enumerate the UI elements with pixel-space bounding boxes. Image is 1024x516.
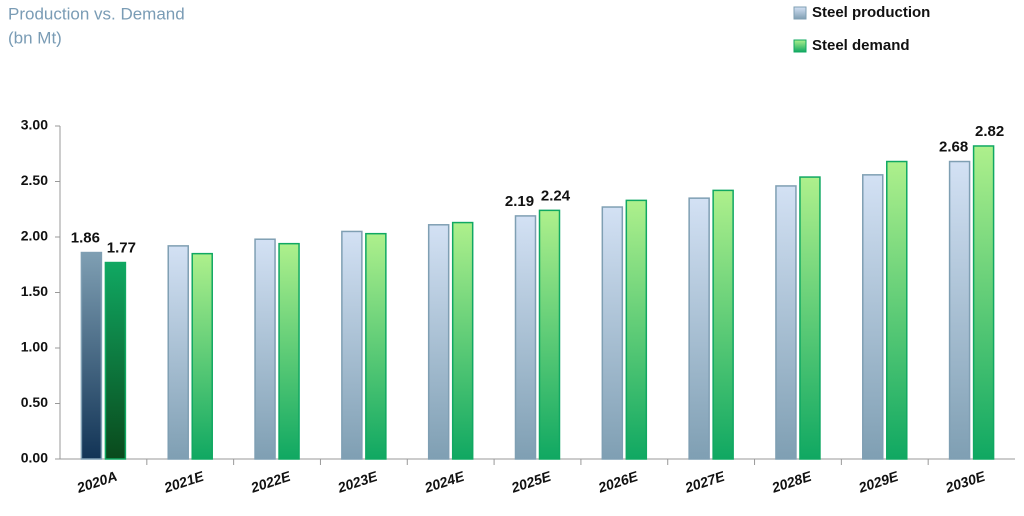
- x-tick-label: 2024E: [422, 468, 467, 496]
- bar: [80, 251, 103, 460]
- bar: [167, 245, 189, 460]
- bar: [254, 238, 276, 460]
- bar: [538, 209, 561, 460]
- bar: [799, 176, 821, 460]
- bar: [948, 160, 971, 460]
- x-tick-label: 2020A: [74, 468, 119, 496]
- legend-swatch: [793, 39, 807, 53]
- x-tick-label: 2029E: [856, 468, 901, 496]
- bar: [972, 145, 995, 460]
- bar: [775, 185, 797, 460]
- legend-label: Steel production: [812, 4, 930, 21]
- y-tick-label: 0.50: [21, 394, 48, 410]
- legend-label: Steel demand: [812, 37, 910, 54]
- chart-title: Production vs. Demand: [8, 4, 185, 23]
- value-label: 2.19: [505, 193, 534, 210]
- x-tick-label: 2028E: [769, 468, 814, 496]
- bar: [365, 232, 387, 460]
- bar: [104, 261, 127, 460]
- y-tick-label: 1.50: [21, 283, 48, 299]
- y-tick-label: 2.00: [21, 228, 48, 244]
- bar: [451, 221, 474, 460]
- y-tick-label: 0.00: [21, 450, 48, 466]
- x-tick-label: 2023E: [335, 468, 380, 496]
- y-tick-label: 2.50: [21, 172, 48, 188]
- bar: [601, 206, 624, 460]
- x-tick-label: 2021E: [161, 468, 206, 496]
- value-label: 1.77: [107, 239, 136, 256]
- chart-subtitle: (bn Mt): [8, 28, 62, 47]
- x-tick-label: 2025E: [508, 468, 553, 496]
- bar: [427, 224, 450, 460]
- legend-swatch: [793, 6, 807, 20]
- bar: [886, 160, 908, 460]
- y-tick-label: 1.00: [21, 339, 48, 355]
- value-label: 2.68: [939, 138, 968, 155]
- bar: [341, 230, 363, 460]
- value-label: 2.82: [975, 123, 1004, 140]
- y-tick-label: 3.00: [21, 117, 48, 133]
- bar: [191, 252, 213, 460]
- bar: [625, 199, 648, 460]
- bar: [278, 242, 300, 460]
- bar: [862, 174, 884, 460]
- bar: [688, 197, 710, 460]
- bar: [514, 215, 537, 460]
- bar: [712, 189, 734, 460]
- x-tick-label: 2026E: [595, 468, 640, 496]
- value-label: 2.24: [541, 187, 571, 204]
- x-tick-label: 2030E: [943, 468, 988, 496]
- x-tick-label: 2022E: [248, 468, 293, 496]
- value-label: 1.86: [71, 230, 100, 247]
- x-tick-label: 2027E: [682, 468, 727, 496]
